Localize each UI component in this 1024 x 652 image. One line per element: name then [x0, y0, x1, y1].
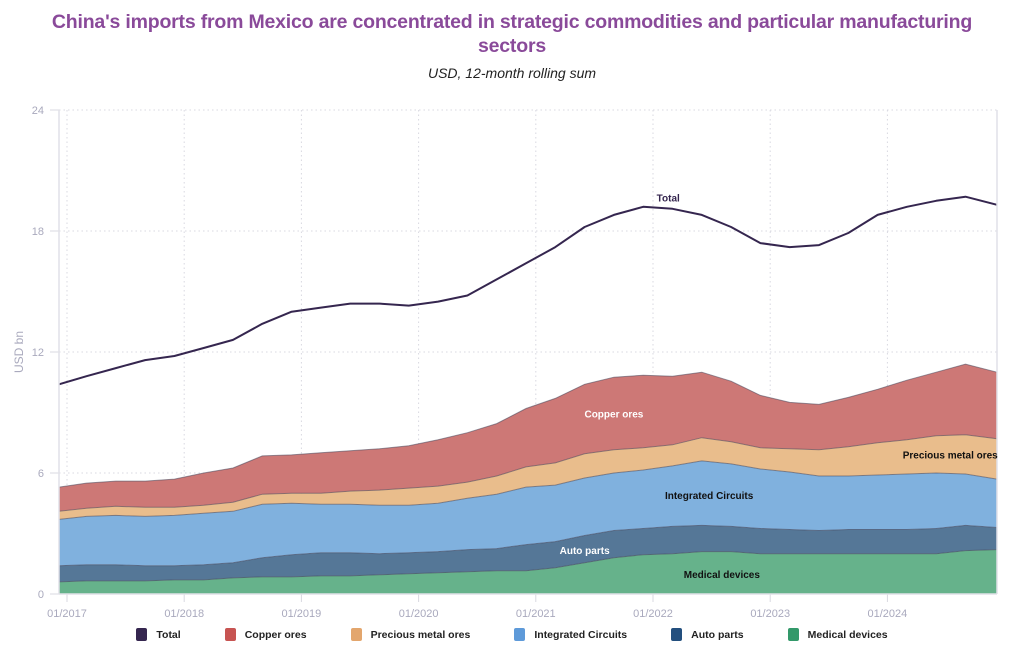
legend-swatch [350, 628, 362, 641]
boundary-auto-parts [58, 524, 998, 567]
area-medical-devices [59, 549, 997, 594]
area-auto-parts [59, 525, 997, 582]
legend-item-copper-ores[interactable]: Copper ores [224, 628, 307, 641]
annotation-integrated-circuits: Integrated Circuits [665, 491, 754, 502]
legend-item-precious-metal-ores[interactable]: Precious metal ores [350, 628, 471, 641]
annotation-precious-metal-ores: Precious metal ores [903, 450, 998, 461]
x-tick-label: 01/2017 [47, 608, 87, 620]
legend-item-total[interactable]: Total [136, 628, 181, 641]
y-tick-label: 12 [32, 347, 44, 359]
x-tick-label: 01/2022 [633, 608, 673, 620]
legend-label: Auto parts [691, 628, 744, 641]
annotation-auto-parts: Auto parts [560, 546, 610, 557]
legend-item-integrated-circuits[interactable]: Integrated Circuits [514, 628, 627, 641]
annotation-copper-ores: Copper ores [584, 410, 643, 421]
legend-swatch [671, 628, 683, 641]
line-layers [58, 195, 998, 583]
axes: 0 6 12 18 24 01/2017 01/2018 01/2019 01/2020 01/2… [32, 105, 998, 620]
x-tick-label: 01/2021 [516, 608, 556, 620]
x-tick-label: 01/2019 [282, 608, 322, 620]
legend-label: Precious metal ores [370, 628, 471, 641]
area-layers [59, 364, 997, 594]
legend-label: Total [156, 628, 181, 641]
annotation-medical-devices: Medical devices [684, 570, 761, 581]
chart-subtitle: USD, 12-month rolling sum [427, 65, 597, 81]
line-total [58, 195, 998, 386]
y-tick-label: 0 [38, 589, 44, 601]
legend-label: Medical devices [807, 628, 888, 641]
boundary-precious-metal-ores [58, 434, 998, 512]
legend-label: Copper ores [244, 628, 307, 641]
y-tick-label: 18 [32, 226, 44, 238]
boundary-copper-ores [58, 363, 998, 488]
chart-title: China's imports from Mexico are concentr… [51, 11, 973, 57]
area-copper-ores [59, 364, 997, 512]
legend: Total Copper ores Precious metal ores In… [0, 628, 1024, 641]
area-integrated-circuits [59, 460, 997, 566]
x-tick-label: 01/2023 [750, 608, 790, 620]
legend-item-auto-parts[interactable]: Auto parts [671, 628, 744, 641]
annotation-total: Total [657, 194, 680, 205]
y-tick-label: 6 [38, 468, 44, 480]
y-axis-label: USD bn [12, 331, 26, 373]
x-tick-label: 01/2024 [868, 608, 908, 620]
area-precious-metal-ores [59, 434, 997, 520]
legend-label: Integrated Circuits [534, 628, 628, 641]
x-tick-label: 01/2018 [164, 608, 204, 620]
boundary-medical-devices [58, 549, 998, 583]
boundary-integrated-circuits [58, 460, 998, 520]
annotations: Total Copper ores Precious metal ores Integ… [560, 194, 999, 581]
legend-swatch [136, 628, 148, 641]
legend-swatch [224, 628, 236, 641]
legend-item-medical-devices[interactable]: Medical devices [787, 628, 888, 641]
legend-swatch [787, 628, 799, 641]
x-tick-label: 01/2020 [399, 608, 439, 620]
legend-swatch [514, 628, 526, 641]
y-tick-label: 24 [32, 105, 44, 117]
